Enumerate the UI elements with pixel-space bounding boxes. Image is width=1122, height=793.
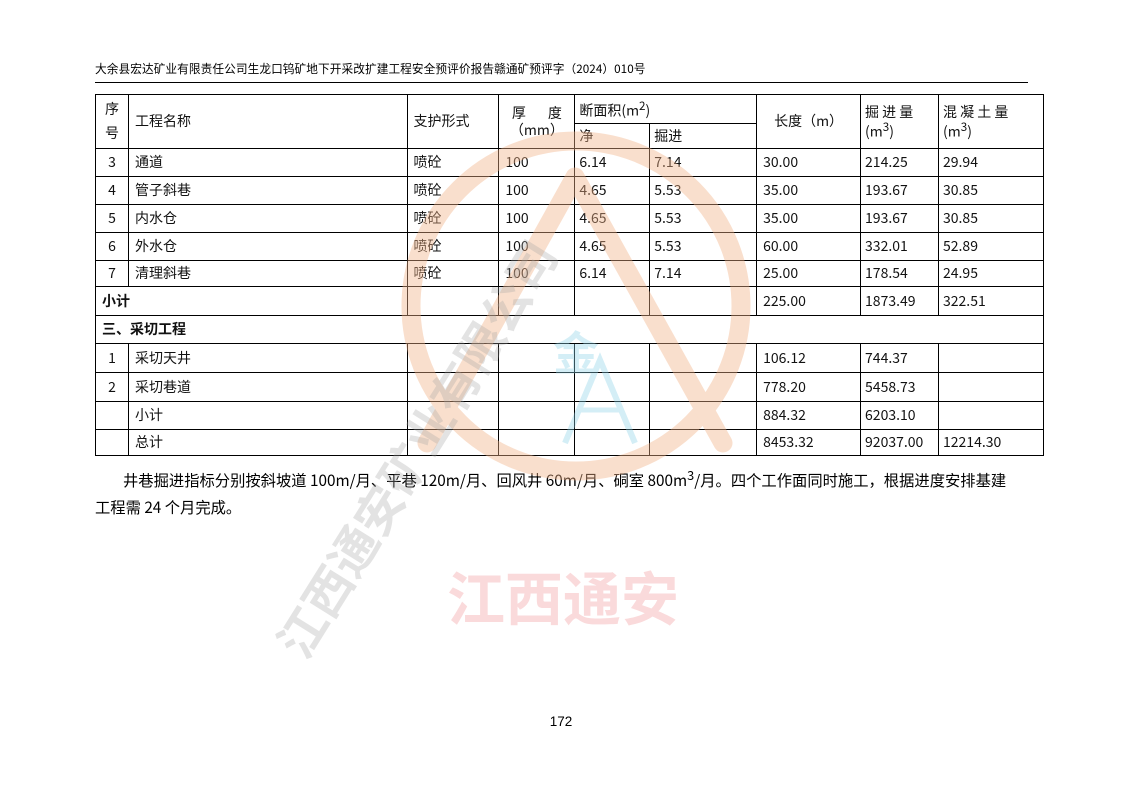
svg-text:江西通安: 江西通安 [447, 553, 679, 637]
